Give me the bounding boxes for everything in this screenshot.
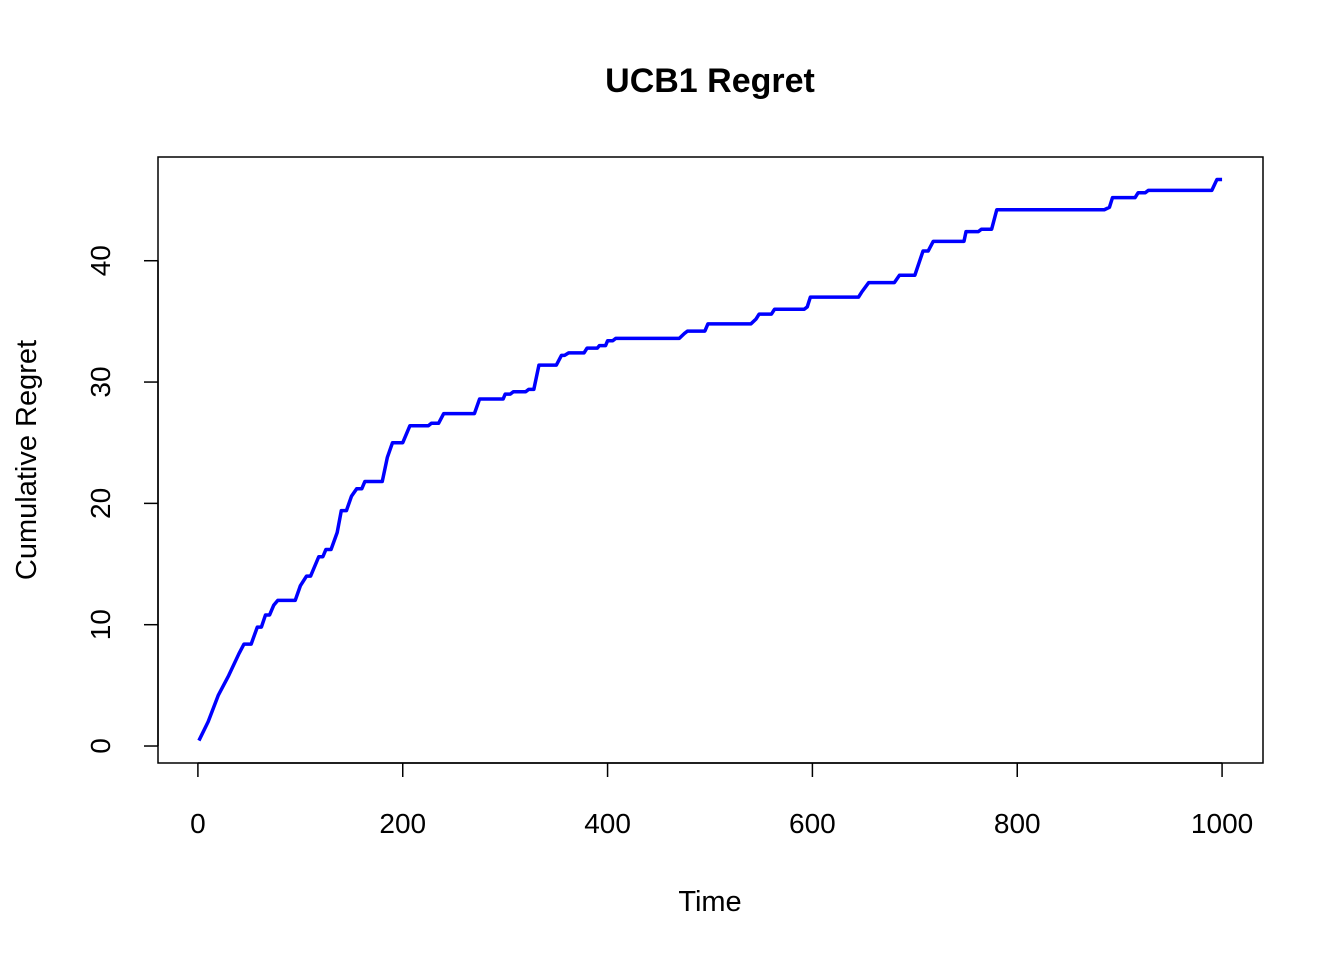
y-axis-label: Cumulative Regret — [11, 340, 43, 580]
y-tick-label: 0 — [85, 738, 116, 754]
plot-frame — [157, 156, 1264, 764]
x-tick-label: 200 — [379, 808, 426, 839]
y-tick-label: 40 — [85, 245, 116, 276]
y-tick-label: 30 — [85, 366, 116, 397]
data-line — [197, 177, 1223, 742]
y-tick-label: 20 — [85, 488, 116, 519]
chart-title: UCB1 Regret — [605, 62, 815, 100]
x-tick-label: 400 — [584, 808, 631, 839]
x-tick-label: 1000 — [1191, 808, 1253, 839]
x-tick-label: 800 — [994, 808, 1041, 839]
x-tick-label: 600 — [789, 808, 836, 839]
y-tick-label: 10 — [85, 609, 116, 640]
x-axis-label: Time — [678, 886, 741, 918]
x-tick-label: 0 — [190, 808, 206, 839]
